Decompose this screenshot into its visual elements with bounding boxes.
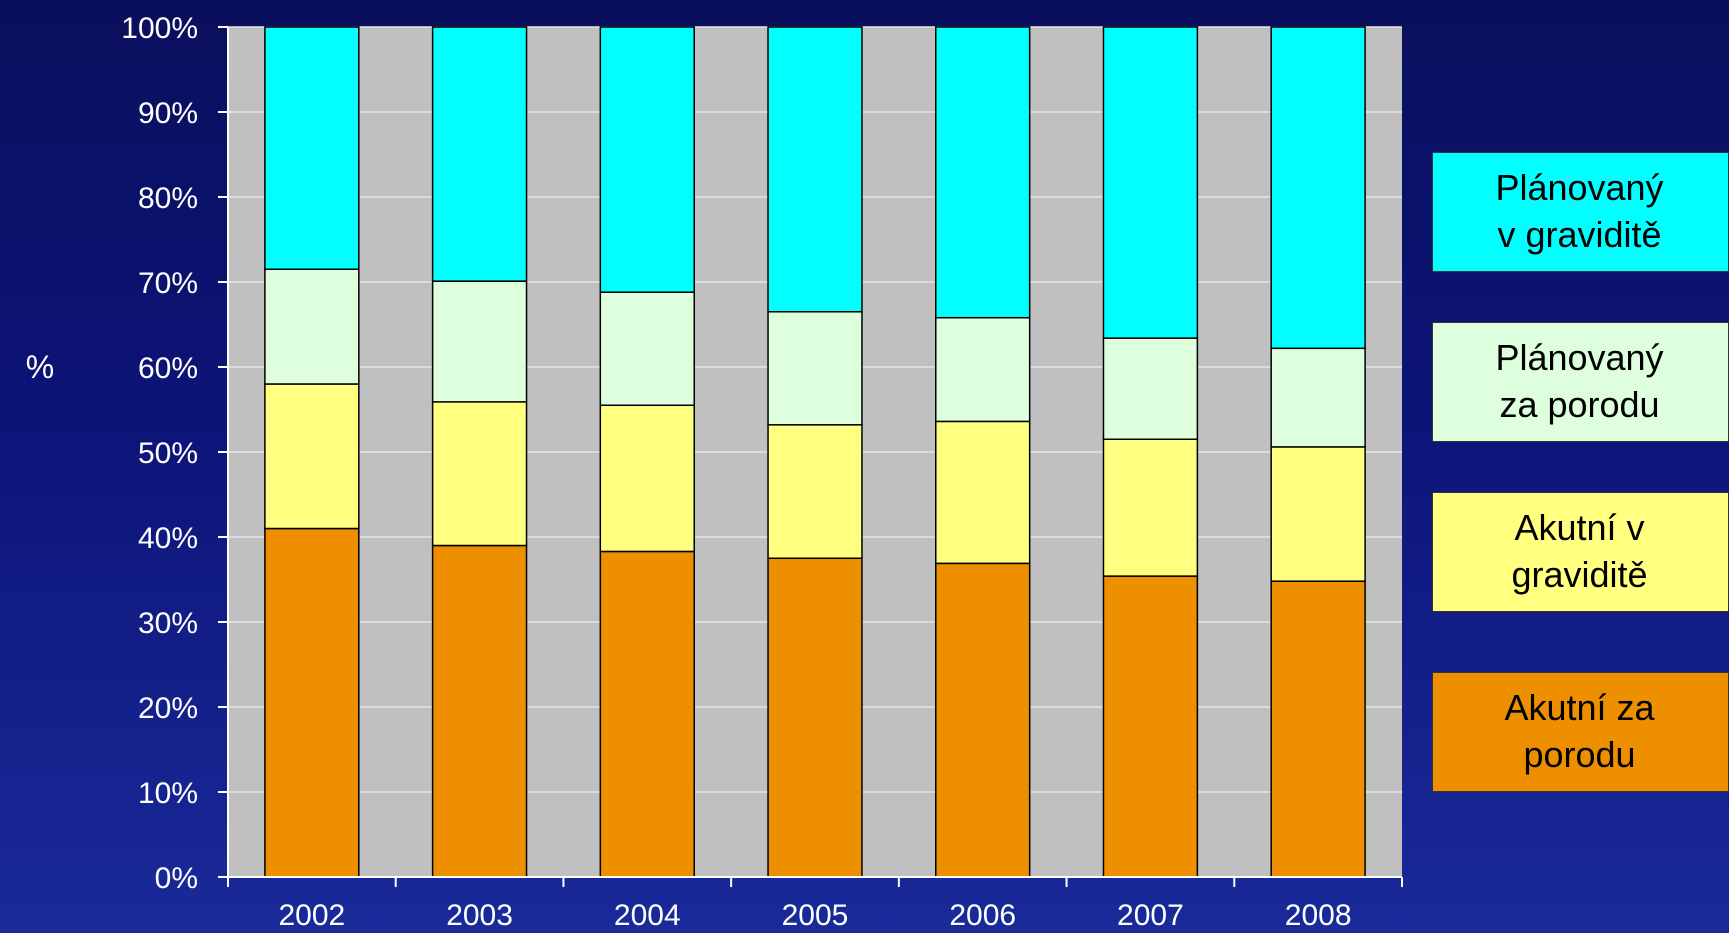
bar-segment	[767, 311, 863, 426]
bars	[264, 26, 1366, 878]
bar-segment	[264, 26, 360, 270]
legend-item-planned-delivery: Plánovaný za porodu	[1432, 322, 1729, 442]
bar-segment	[264, 527, 360, 878]
x-tick-label: 2005	[782, 899, 849, 932]
bar-segment	[264, 268, 360, 385]
y-tick-label: 60%	[138, 352, 198, 385]
bar-segment	[935, 316, 1031, 423]
legend-item-acute-delivery: Akutní za porodu	[1432, 672, 1729, 792]
y-tick-label: 0%	[155, 862, 198, 895]
bar-segment	[264, 383, 360, 530]
bar-segment	[1270, 580, 1366, 878]
y-tick-label: 80%	[138, 182, 198, 215]
legend-label: v graviditě	[1497, 214, 1662, 255]
bar-segment	[1270, 26, 1366, 350]
axes: 0% 10% 20% 30% 40% 50% 60% 70% 80% 90% 100% 2002 200…	[121, 12, 1403, 932]
bar-segment	[1102, 438, 1199, 577]
bar-segment	[1102, 26, 1199, 339]
y-tick-label: 100%	[121, 12, 198, 45]
bar-segment	[767, 26, 863, 313]
bar-segment	[431, 26, 528, 282]
y-tick-label: 10%	[138, 777, 198, 810]
y-tick-label: 30%	[138, 607, 198, 640]
y-tick-label: 70%	[138, 267, 198, 300]
legend-label: Plánovaný	[1495, 167, 1664, 209]
bar-segment	[431, 401, 528, 547]
y-tick-label: 50%	[138, 437, 198, 470]
bar-segment	[431, 280, 528, 403]
legend-label: za porodu	[1499, 384, 1660, 425]
y-tick-label: 20%	[138, 692, 198, 725]
bar-segment	[767, 424, 863, 559]
bar-segment	[767, 557, 863, 878]
y-tick-label: 40%	[138, 522, 198, 555]
x-tick-label: 2006	[949, 899, 1016, 932]
bar-segment	[599, 550, 695, 878]
x-tick-label: 2003	[446, 899, 513, 932]
x-tick-label: 2004	[614, 899, 681, 932]
bar-segment	[1102, 337, 1199, 441]
bar-segment	[599, 291, 695, 407]
legend-label: Akutní za	[1504, 687, 1655, 729]
bar-segment	[935, 420, 1031, 565]
legend-label: graviditě	[1511, 554, 1648, 595]
bar-segment	[935, 26, 1031, 319]
y-tick-label: 90%	[138, 97, 198, 130]
x-tick-label: 2007	[1117, 899, 1184, 932]
legend-label: porodu	[1523, 734, 1636, 775]
legend-item-acute-pregnancy: Akutní v graviditě	[1432, 492, 1729, 612]
bar-segment	[1102, 575, 1199, 878]
legend-label: Akutní v	[1514, 507, 1645, 549]
bar-segment	[1270, 446, 1366, 582]
bar-segment	[431, 544, 528, 878]
bar-segment	[599, 26, 695, 293]
bar-segment	[935, 562, 1031, 878]
legend-label: Plánovaný	[1495, 337, 1664, 379]
bar-segment	[599, 404, 695, 553]
legend-item-planned-pregnancy: Plánovaný v graviditě	[1432, 152, 1729, 272]
y-axis-label: %	[26, 349, 54, 385]
bar-segment	[1270, 347, 1366, 448]
x-tick-label: 2008	[1285, 899, 1352, 932]
x-tick-label: 2002	[278, 899, 345, 932]
